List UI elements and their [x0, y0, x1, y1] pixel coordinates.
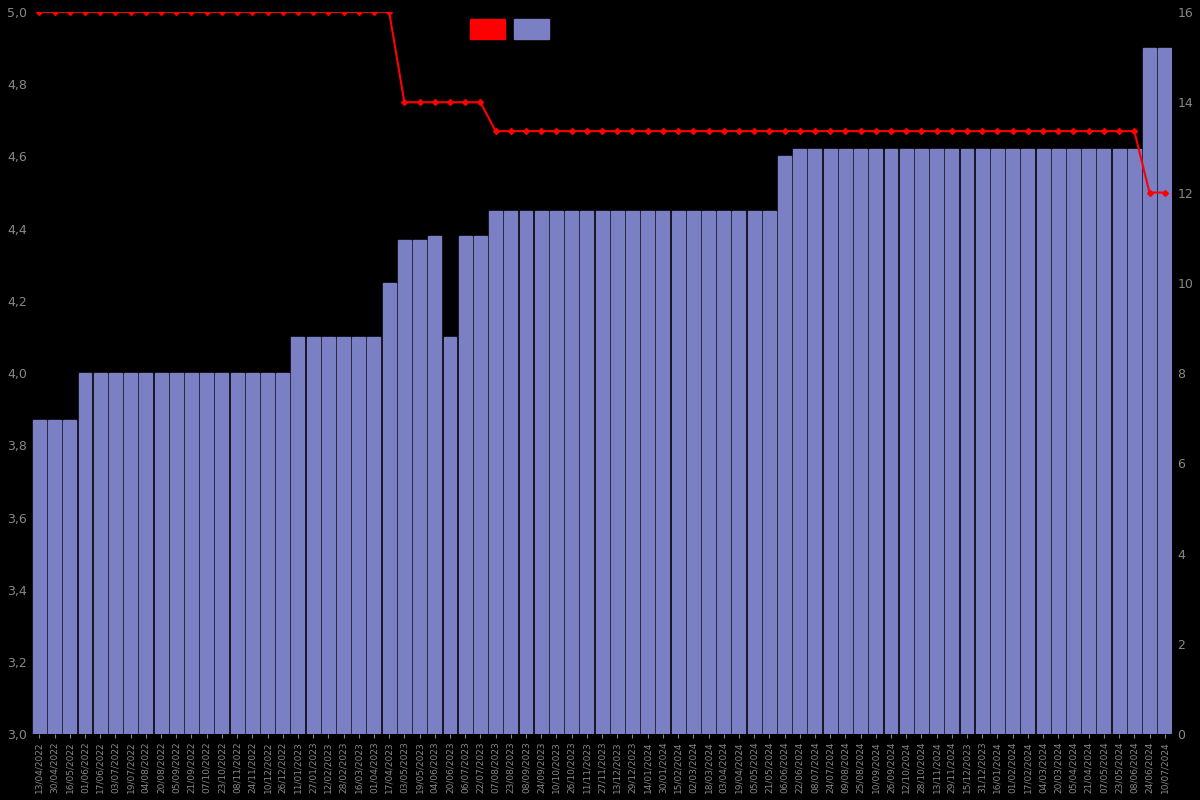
- Bar: [595, 210, 608, 800]
- Bar: [276, 373, 289, 800]
- Bar: [155, 373, 168, 800]
- Bar: [520, 210, 533, 800]
- Bar: [413, 239, 426, 800]
- Bar: [307, 337, 319, 800]
- Bar: [48, 420, 61, 800]
- Bar: [1067, 150, 1080, 800]
- Bar: [200, 373, 214, 800]
- Bar: [109, 373, 122, 800]
- Bar: [1128, 150, 1141, 800]
- Bar: [884, 150, 898, 800]
- Bar: [1144, 48, 1156, 800]
- Bar: [474, 236, 487, 800]
- Bar: [550, 210, 563, 800]
- Bar: [322, 337, 335, 800]
- Bar: [930, 150, 943, 800]
- Bar: [32, 420, 46, 800]
- Bar: [960, 150, 973, 800]
- Bar: [991, 150, 1004, 800]
- Bar: [1112, 150, 1126, 800]
- Bar: [490, 210, 502, 800]
- Bar: [565, 210, 578, 800]
- Bar: [124, 373, 137, 800]
- Bar: [139, 373, 152, 800]
- Bar: [793, 150, 806, 800]
- Bar: [763, 210, 776, 800]
- Bar: [246, 373, 259, 800]
- Bar: [535, 210, 547, 800]
- Bar: [581, 210, 593, 800]
- Bar: [686, 210, 700, 800]
- Bar: [1158, 48, 1171, 800]
- Bar: [702, 210, 715, 800]
- Bar: [1082, 150, 1096, 800]
- Bar: [914, 150, 928, 800]
- Bar: [94, 373, 107, 800]
- Bar: [718, 210, 730, 800]
- Bar: [292, 337, 305, 800]
- Bar: [823, 150, 836, 800]
- Bar: [946, 150, 959, 800]
- Bar: [839, 150, 852, 800]
- Legend: , : ,: [470, 19, 552, 38]
- Bar: [976, 150, 989, 800]
- Bar: [170, 373, 182, 800]
- Bar: [641, 210, 654, 800]
- Bar: [337, 337, 350, 800]
- Bar: [428, 236, 442, 800]
- Bar: [656, 210, 670, 800]
- Bar: [230, 373, 244, 800]
- Bar: [748, 210, 761, 800]
- Bar: [732, 210, 745, 800]
- Bar: [900, 150, 913, 800]
- Bar: [1006, 150, 1019, 800]
- Bar: [504, 210, 517, 800]
- Bar: [672, 210, 684, 800]
- Bar: [64, 420, 77, 800]
- Bar: [383, 283, 396, 800]
- Bar: [854, 150, 868, 800]
- Bar: [1021, 150, 1034, 800]
- Bar: [262, 373, 274, 800]
- Bar: [367, 337, 380, 800]
- Bar: [809, 150, 822, 800]
- Bar: [778, 157, 791, 800]
- Bar: [444, 337, 456, 800]
- Bar: [1037, 150, 1050, 800]
- Bar: [398, 239, 410, 800]
- Bar: [185, 373, 198, 800]
- Bar: [611, 210, 624, 800]
- Bar: [869, 150, 882, 800]
- Bar: [458, 236, 472, 800]
- Bar: [353, 337, 365, 800]
- Bar: [1098, 150, 1110, 800]
- Bar: [626, 210, 638, 800]
- Bar: [1052, 150, 1064, 800]
- Bar: [216, 373, 228, 800]
- Bar: [78, 373, 91, 800]
